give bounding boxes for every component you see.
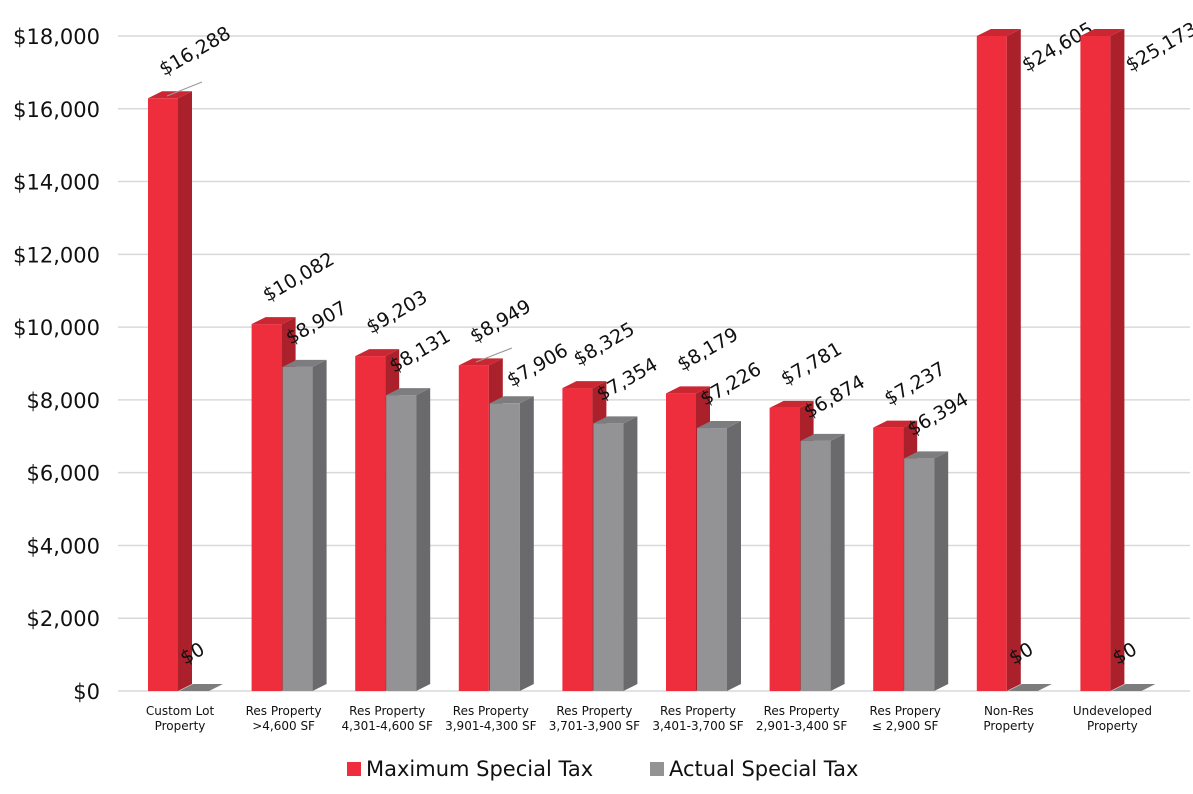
x-tick-label: >4,600 SF xyxy=(252,719,315,733)
bar-actual-special-tax-top xyxy=(697,421,741,429)
legend-swatch-actual-special-tax xyxy=(650,762,664,776)
bar-maximum-special-tax-top xyxy=(769,400,814,408)
bar-maximum-special-tax-front xyxy=(251,324,282,691)
data-label-actual-special-tax: $7,354 xyxy=(593,353,662,405)
bar-maximum-special-tax-top xyxy=(355,349,400,357)
x-tick-label: Custom Lot xyxy=(146,704,215,718)
y-tick-label: $0 xyxy=(73,680,100,704)
bar-maximum-special-tax-top xyxy=(562,381,607,389)
y-tick-label: $14,000 xyxy=(13,171,100,195)
bar-maximum-special-tax-front xyxy=(873,427,904,691)
bar-maximum-special-tax-front xyxy=(769,407,800,691)
label-leader-line xyxy=(166,81,203,97)
bar-maximum-special-tax-top xyxy=(873,420,918,428)
legend-swatch-maximum-special-tax xyxy=(347,762,361,776)
x-tick-label: 2,901-3,400 SF xyxy=(756,719,847,733)
legend-label-actual-special-tax: Actual Special Tax xyxy=(669,757,858,781)
y-tick-label: $10,000 xyxy=(13,316,100,340)
data-label-actual-special-tax: $7,906 xyxy=(503,339,572,391)
data-label-maximum-special-tax: $7,781 xyxy=(777,338,846,390)
bar-maximum-special-tax-front xyxy=(562,388,593,691)
data-label-actual-special-tax: $6,874 xyxy=(800,371,869,423)
bar-actual-special-tax-top xyxy=(386,388,431,396)
bar-actual-special-tax-side xyxy=(934,451,949,691)
bar-actual-special-tax-front xyxy=(904,458,935,691)
bar-maximum-special-tax-front xyxy=(458,365,489,691)
x-tick-label: 3,901-4,300 SF xyxy=(445,719,536,733)
y-tick-label: $16,000 xyxy=(13,98,100,122)
y-tick-label: $2,000 xyxy=(27,607,100,631)
bar-actual-special-tax-top xyxy=(800,433,845,441)
data-label-maximum-special-tax: $8,949 xyxy=(466,295,535,347)
y-tick-label: $18,000 xyxy=(13,25,100,49)
y-tick-label: $4,000 xyxy=(27,534,100,558)
bar-actual-special-tax-top xyxy=(593,416,638,424)
data-label-actual-special-tax: $7,226 xyxy=(697,358,766,410)
x-tick-label: 4,301-4,600 SF xyxy=(342,719,433,733)
bar-maximum-special-tax-side xyxy=(178,91,192,691)
data-label-maximum-special-tax: $8,325 xyxy=(570,318,639,370)
bar-maximum-special-tax-top xyxy=(458,358,503,366)
data-label-maximum-special-tax: $8,179 xyxy=(674,323,743,375)
bar-actual-special-tax-front xyxy=(489,403,520,691)
y-tick-label: $8,000 xyxy=(27,389,100,413)
x-tick-label: Undeveloped xyxy=(1073,704,1152,718)
bar-actual-special-tax-top xyxy=(489,396,534,404)
bar-maximum-special-tax-top xyxy=(1080,29,1125,36)
x-tick-label: Property xyxy=(983,719,1034,733)
bar-actual-special-tax-side xyxy=(416,388,431,691)
bar-actual-special-tax-front xyxy=(697,428,727,691)
bar-maximum-special-tax-top xyxy=(666,386,710,394)
bar-maximum-special-tax-side xyxy=(1110,29,1125,691)
data-label-maximum-special-tax: $10,082 xyxy=(259,248,338,306)
x-tick-label: 3,701-3,900 SF xyxy=(549,719,640,733)
bar-actual-special-tax-side xyxy=(312,359,327,691)
bar-maximum-special-tax-side xyxy=(1006,29,1021,691)
bar-maximum-special-tax-front xyxy=(355,356,386,691)
data-label-maximum-special-tax: $16,288 xyxy=(156,22,235,80)
x-tick-label: Res Property xyxy=(556,704,632,718)
bar-actual-special-tax-top xyxy=(1007,684,1052,691)
label-leader-line xyxy=(475,347,513,363)
bar-maximum-special-tax-top xyxy=(251,317,296,325)
y-tick-label: $6,000 xyxy=(27,462,100,486)
bar-actual-special-tax-side xyxy=(830,433,845,691)
bar-actual-special-tax-top xyxy=(904,451,949,459)
bar-actual-special-tax-top xyxy=(1111,684,1156,691)
x-tick-label: 3,401-3,700 SF xyxy=(652,719,743,733)
x-tick-label: Res Property xyxy=(764,704,840,718)
bar-actual-special-tax-front xyxy=(386,395,417,691)
bar-maximum-special-tax-front xyxy=(666,393,696,691)
bar-actual-special-tax-top xyxy=(179,684,223,691)
x-tick-label: ≤ 2,900 SF xyxy=(872,719,939,733)
data-label-maximum-special-tax: $9,203 xyxy=(363,286,432,338)
bar-actual-special-tax-top xyxy=(282,359,327,367)
x-tick-label: Res Property xyxy=(660,704,736,718)
x-tick-label: Non-Res xyxy=(984,704,1034,718)
bar-actual-special-tax-front xyxy=(593,423,624,691)
x-tick-label: Property xyxy=(155,719,206,733)
x-tick-label: Res Propery xyxy=(870,704,941,718)
x-tick-label: Res Property xyxy=(246,704,322,718)
bar-actual-special-tax-side xyxy=(519,396,534,691)
x-tick-label: Property xyxy=(1087,719,1138,733)
bar-actual-special-tax-front xyxy=(800,440,831,691)
bar-actual-special-tax-side xyxy=(727,421,741,691)
bar-maximum-special-tax-front xyxy=(1080,36,1111,691)
bar-maximum-special-tax-top xyxy=(976,29,1021,36)
x-tick-label: Res Property xyxy=(349,704,425,718)
bar-maximum-special-tax-front xyxy=(148,98,178,691)
x-tick-label: Res Property xyxy=(453,704,529,718)
data-label-maximum-special-tax: $25,173 xyxy=(1122,18,1193,76)
bar-maximum-special-tax-front xyxy=(976,36,1007,691)
bar-actual-special-tax-front xyxy=(282,366,313,691)
legend-label-maximum-special-tax: Maximum Special Tax xyxy=(366,757,593,781)
y-tick-label: $12,000 xyxy=(13,243,100,267)
bar-actual-special-tax-side xyxy=(623,416,638,691)
